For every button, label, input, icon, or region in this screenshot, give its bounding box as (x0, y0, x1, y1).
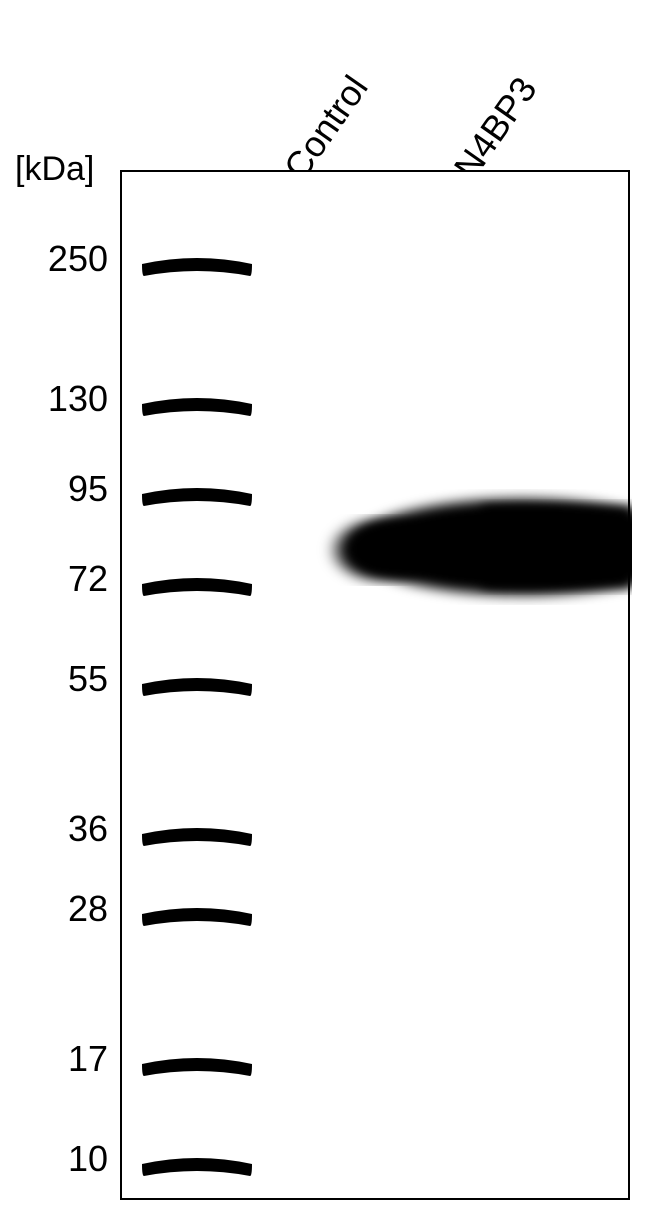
tick-17: 17 (0, 1038, 108, 1080)
tick-250: 250 (0, 238, 108, 280)
tick-28: 28 (0, 888, 108, 930)
tick-95: 95 (0, 468, 108, 510)
tick-55: 55 (0, 658, 108, 700)
tick-72: 72 (0, 558, 108, 600)
axis-unit-label: [kDa] (15, 150, 94, 189)
tick-130: 130 (0, 378, 108, 420)
tick-10: 10 (0, 1138, 108, 1180)
signal-band-n4bp3 (327, 499, 632, 595)
blot-frame (120, 170, 630, 1200)
tick-36: 36 (0, 808, 108, 850)
ladder-lane (122, 172, 632, 1202)
western-blot-figure: { "figure": { "type": "western-blot", "b… (0, 0, 650, 1218)
